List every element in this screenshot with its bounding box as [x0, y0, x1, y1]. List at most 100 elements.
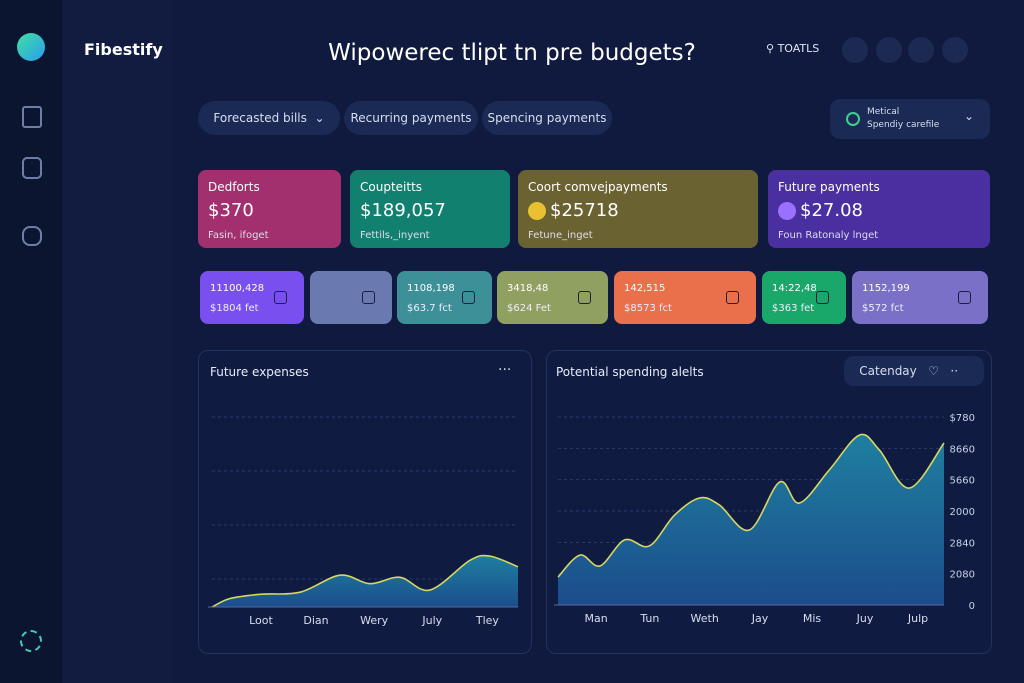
chevron: ⌄: [964, 109, 975, 123]
mini-icon: [816, 291, 829, 304]
filter-pill[interactable]: Forecasted bills ⌄: [198, 101, 340, 135]
nav-panel: Fibestify: [62, 0, 172, 683]
x-tick-label: Tun: [639, 612, 659, 625]
mini-card: 14:22,48 $363 fet: [762, 271, 846, 324]
y-tick-label: 5660: [950, 476, 975, 487]
filter-label: Recurring payments: [350, 111, 472, 125]
filter-pill[interactable]: Spencing payments: [482, 101, 612, 135]
mini-line: 11100,428: [210, 283, 265, 294]
card-label: Future payments: [778, 180, 880, 194]
x-tick-label: Julp: [907, 612, 928, 625]
mini-icon: [726, 291, 739, 304]
status-icon[interactable]: [20, 630, 42, 652]
mini-line: $363 fet: [772, 303, 815, 314]
card-icon: [778, 202, 796, 220]
sidebar: [0, 0, 62, 683]
brand: Fibestify: [84, 40, 163, 59]
summary-card: Coupteitts $189,057 Fettils,_inyent: [350, 170, 510, 248]
x-tick-label: Loot: [249, 614, 273, 627]
mini-line: $63.7 fct: [407, 303, 452, 314]
area: [558, 434, 944, 605]
y-tick-label: 0: [969, 601, 975, 612]
calendar-label: Catenday: [859, 364, 917, 378]
card-value: $25718: [550, 200, 619, 221]
nav-icon[interactable]: [22, 226, 42, 246]
mini-card: 11100,428 $1804 fet: [200, 271, 304, 324]
x-tick-label: Weth: [691, 612, 719, 625]
card-label: Coupteitts: [360, 180, 423, 194]
filter-label: Forecasted bills: [213, 111, 307, 125]
x-tick-label: Dian: [303, 614, 328, 627]
card-label: Coort comvejpayments: [528, 180, 668, 194]
card-icon: [528, 202, 546, 220]
mini-line: 3418,48: [507, 283, 549, 294]
mini-line: 14:22,48: [772, 283, 817, 294]
y-tick-label: 8660: [950, 444, 975, 455]
icon-button[interactable]: [842, 37, 868, 63]
selector-line: Spendiy carefile: [867, 120, 940, 130]
mini-card: [310, 271, 392, 324]
y-tick-label: 2080: [950, 570, 975, 581]
mini-icon: [958, 291, 971, 304]
mini-icon: [462, 291, 475, 304]
x-tick-label: Tley: [475, 614, 500, 627]
line: [211, 554, 519, 608]
icon-button[interactable]: [876, 37, 902, 63]
y-tick-label: 2000: [950, 507, 975, 518]
y-tick-label: $780: [950, 413, 975, 424]
card-label: Dedforts: [208, 180, 260, 194]
selector-line: Metical: [867, 107, 900, 117]
mini-card: 3418,48 $624 Fet: [497, 271, 608, 324]
mini-card: 142,515 $8573 fct: [614, 271, 756, 324]
search-label: TOATLS: [777, 42, 820, 55]
x-tick-label: July: [421, 614, 442, 627]
calendar-button[interactable]: Catenday ♡ ··: [844, 356, 984, 386]
card-value: $189,057: [360, 200, 446, 221]
search[interactable]: ⚲ TOATLS: [766, 42, 820, 55]
mini-line: 1108,198: [407, 283, 455, 294]
area: [212, 555, 518, 607]
mini-card: 1108,198 $63.7 fct: [397, 271, 492, 324]
mini-card: 1152,199 $572 fct: [852, 271, 988, 324]
mini-line: $572 fct: [862, 303, 904, 314]
card-note: Fetune_inget: [528, 230, 593, 241]
mini-line: 1152,199: [862, 283, 910, 294]
card-note: Fasin, ifoget: [208, 230, 269, 241]
summary-card: Dedforts $370 Fasin, ifoget: [198, 170, 341, 248]
filter-label: Spencing payments: [487, 111, 607, 125]
mini-line: 142,515: [624, 283, 666, 294]
page-title: Wipowerec tlipt tn pre budgets?: [328, 40, 696, 66]
icon-button[interactable]: [908, 37, 934, 63]
card-value: $27.08: [800, 200, 863, 221]
nav-icon[interactable]: [22, 106, 42, 128]
x-tick-label: Man: [584, 612, 607, 625]
mini-icon: [578, 291, 591, 304]
logo[interactable]: [17, 33, 45, 61]
nav-icon[interactable]: [22, 157, 42, 179]
chart-title: Future expenses: [210, 365, 309, 379]
filter-pill[interactable]: Recurring payments: [344, 101, 478, 135]
card-value: $370: [208, 200, 254, 221]
summary-card: Coort comvejpayments $25718 Fetune_inget: [518, 170, 758, 248]
line: [557, 433, 945, 578]
x-tick-label: Jay: [751, 612, 769, 625]
mini-icon: [274, 291, 287, 304]
card-note: Fettils,_inyent: [360, 230, 430, 241]
summary-card: Future payments $27.08 Foun Ratonaly lnget: [768, 170, 990, 248]
x-tick-label: Mis: [803, 612, 822, 625]
card-note: Foun Ratonaly lnget: [778, 230, 879, 241]
icon-button[interactable]: [942, 37, 968, 63]
x-tick-label: Wery: [360, 614, 389, 627]
selector[interactable]: Metical Spendiy carefile ⌄: [830, 99, 990, 139]
mini-line: $1804 fet: [210, 303, 259, 314]
mini-line: $624 Fet: [507, 303, 551, 314]
selector-icon: [846, 112, 860, 126]
x-tick-label: Juy: [856, 612, 874, 625]
mini-line: $8573 fct: [624, 303, 672, 314]
y-tick-label: 2840: [950, 538, 975, 549]
more-button[interactable]: ···: [498, 362, 512, 378]
chart-title: Potential spending alelts: [556, 365, 704, 379]
mini-icon: [362, 291, 375, 304]
